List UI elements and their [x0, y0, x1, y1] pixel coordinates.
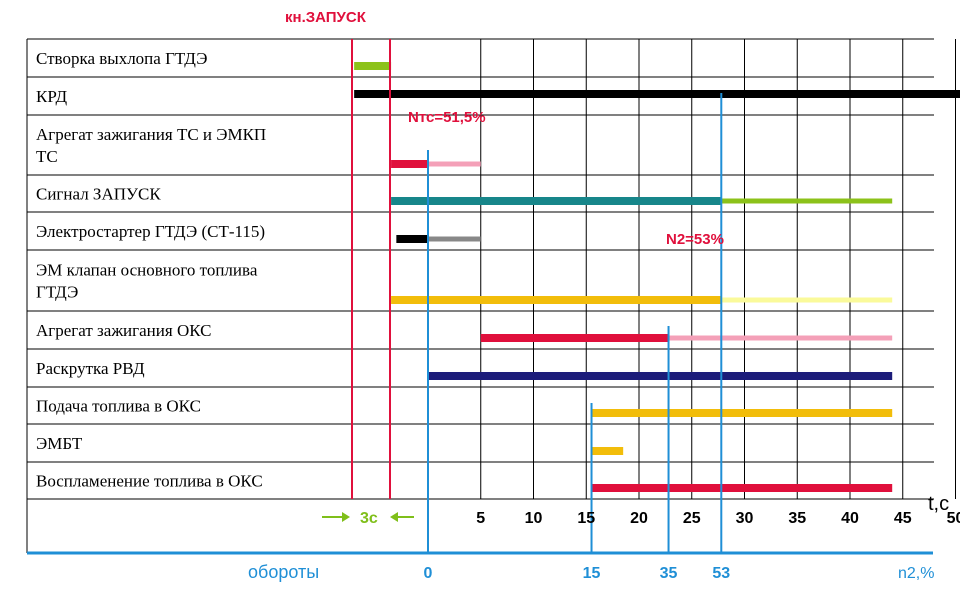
event-markers: [27, 39, 933, 555]
timing-bar: [721, 198, 893, 204]
row-label: Агрегат зажигания ТС и ЭМКП: [36, 125, 266, 144]
time-tick-label: 10: [525, 510, 543, 527]
timing-bar: [354, 62, 392, 70]
row-label: Электростартер ГТДЭ (СТ-115): [36, 222, 265, 241]
time-tick-label: 45: [894, 510, 912, 527]
rpm-tick-label: 15: [583, 565, 601, 582]
time-tick-label: 30: [736, 510, 754, 527]
row-label: Створка выхлопа ГТДЭ: [36, 49, 207, 68]
timing-bar: [591, 447, 624, 455]
row-labels: Створка выхлопа ГТДЭ КРД Агрегат зажигания…: [36, 49, 266, 491]
timing-bar: [396, 235, 428, 243]
row-label: Агрегат зажигания ОКС: [36, 321, 211, 340]
timing-bar: [354, 90, 960, 98]
n2-annotation: N2=53%: [666, 231, 724, 248]
row-label: ЭМ клапан основного топлива: [36, 261, 258, 280]
timing-bar: [721, 297, 893, 303]
time-tick-label: 25: [683, 510, 701, 527]
rpm-ticks: 0 15 35 53: [424, 565, 731, 582]
start-button-title: кн.ЗАПУСК: [285, 9, 367, 26]
row-label: КРД: [36, 87, 68, 106]
timing-bar: [668, 335, 893, 341]
rpm-caption: обороты: [248, 562, 319, 582]
ntc-annotation: Nтс=51,5%: [408, 109, 486, 126]
rpm-tick-label: 0: [424, 565, 433, 582]
timing-bars: [354, 62, 960, 492]
grid: [26, 38, 956, 553]
timing-bar: [428, 161, 481, 167]
rpm-tick-label: 35: [660, 565, 678, 582]
time-tick-label: 50: [947, 510, 960, 527]
time-tick-label: 15: [577, 510, 595, 527]
row-label: ТС: [36, 147, 58, 166]
row-label: ЭМБТ: [36, 434, 83, 453]
row-label: ГТДЭ: [36, 283, 78, 302]
row-label: Сигнал ЗАПУСК: [36, 185, 161, 204]
timing-bar: [391, 197, 722, 205]
timing-bar: [480, 334, 669, 342]
timing-bar: [428, 236, 481, 242]
rpm-tick-label: 53: [712, 565, 730, 582]
timing-bar: [591, 484, 893, 492]
time-tick-label: 20: [630, 510, 648, 527]
time-axis-label: t,c: [928, 493, 949, 515]
row-label: Подача топлива в ОКС: [36, 397, 201, 416]
delay-arrow-right: [390, 512, 414, 522]
timing-bar: [391, 160, 428, 168]
timing-bar: [591, 409, 893, 417]
time-tick-label: 5: [476, 510, 485, 527]
time-tick-label: 35: [788, 510, 806, 527]
time-tick-label: 40: [841, 510, 859, 527]
time-ticks: 5 10 15 20 25 30 35 40 45 50: [476, 510, 960, 527]
rpm-axis-label: n2,%: [898, 565, 934, 582]
timing-bar: [391, 296, 722, 304]
row-label: Раскрутка РВД: [36, 359, 145, 378]
row-label: Воспламенение топлива в ОКС: [36, 472, 263, 491]
delay-label: 3с: [360, 510, 378, 527]
timing-bar: [428, 372, 893, 380]
delay-arrow-left: [322, 512, 350, 522]
